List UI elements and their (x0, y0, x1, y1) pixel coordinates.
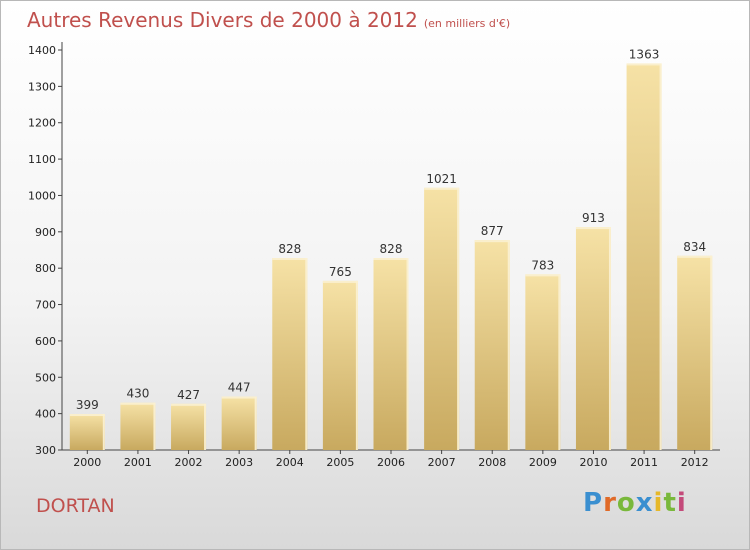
chart-title: Autres Revenus Divers de 2000 à 2012 (en … (27, 8, 510, 32)
value-label: 427 (177, 388, 200, 402)
value-label: 913 (582, 211, 605, 225)
value-label: 399 (76, 398, 99, 412)
y-tick-label: 900 (35, 226, 56, 239)
y-tick-label: 1100 (28, 153, 56, 166)
y-tick-label: 500 (35, 371, 56, 384)
bar-top-highlight (677, 255, 713, 258)
bar-top-highlight (373, 258, 409, 260)
bar (120, 402, 156, 450)
x-tick-label: 2010 (579, 456, 607, 469)
value-label: 1363 (629, 47, 660, 61)
bar-top-highlight (120, 402, 156, 405)
y-tick-label: 300 (35, 444, 56, 457)
value-label: 1021 (426, 172, 457, 186)
y-tick-label: 700 (35, 299, 56, 312)
bar-highlight (102, 414, 105, 450)
x-tick-label: 2003 (225, 456, 253, 469)
x-tick-label: 2002 (175, 456, 203, 469)
bar-highlight (608, 227, 611, 450)
data-labels: 399 430 427 447 828 765 828 1021 877 783 913 1363 83… (76, 47, 706, 412)
value-label: 783 (531, 258, 554, 272)
value-label: 828 (380, 242, 403, 256)
bar-top-highlight (424, 187, 460, 190)
value-label: 834 (683, 240, 706, 254)
y-tick-label: 1400 (28, 44, 56, 57)
proxiti-logo: Proxiti (583, 488, 687, 518)
x-tick-label: 2005 (326, 456, 354, 469)
bar-highlight (355, 280, 358, 450)
bar-top-highlight (221, 396, 257, 399)
y-tick-label: 800 (35, 262, 56, 275)
bar-highlight (659, 63, 662, 451)
bar-highlight (153, 402, 156, 450)
y-tick-label: 400 (35, 408, 56, 421)
bar-highlight (254, 396, 257, 450)
bar-top-highlight (626, 63, 662, 66)
value-label: 765 (329, 265, 352, 279)
bar-top-highlight (69, 414, 105, 416)
x-tick-label: 2006 (377, 456, 405, 469)
x-tick-label: 2001 (124, 456, 152, 469)
value-label: 447 (228, 381, 251, 395)
bars (69, 63, 713, 451)
bar-highlight (204, 403, 207, 450)
bar (474, 240, 510, 450)
bar-highlight (406, 258, 409, 450)
x-tick-label: 2012 (681, 456, 709, 469)
bar-top-highlight (322, 280, 358, 283)
bar-highlight (507, 240, 510, 450)
value-label: 828 (278, 242, 301, 256)
bar (626, 63, 662, 451)
bar-top-highlight (272, 258, 308, 260)
bar (677, 255, 713, 450)
y-tick-label: 1200 (28, 117, 56, 130)
bar (171, 403, 207, 450)
x-tick-label: 2009 (529, 456, 557, 469)
chart-subtitle: (en milliers d'€) (423, 17, 511, 30)
bar-highlight (558, 274, 561, 450)
x-tick-label: 2004 (276, 456, 304, 469)
bar-top-highlight (171, 403, 207, 406)
chart-title-text: Autres Revenus Divers de 2000 à 2012 (27, 8, 418, 32)
value-label: 430 (126, 387, 149, 401)
y-tick-label: 1000 (28, 189, 56, 202)
x-tick-label: 2007 (428, 456, 456, 469)
bar (373, 258, 409, 450)
y-tick-label: 1300 (28, 80, 56, 93)
bar-highlight (305, 258, 308, 450)
bar (322, 280, 358, 450)
bar (69, 414, 105, 450)
location-label: DORTAN (36, 495, 115, 517)
bar-top-highlight (525, 274, 561, 277)
bar (575, 227, 611, 450)
value-label: 877 (481, 224, 504, 238)
bar-highlight (710, 255, 713, 450)
y-tick-label: 600 (35, 335, 56, 348)
bar-highlight (457, 187, 460, 450)
bar-top-highlight (575, 227, 611, 230)
bar (424, 187, 460, 450)
x-tick-label: 2011 (630, 456, 658, 469)
x-tick-label: 2000 (73, 456, 101, 469)
bar (525, 274, 561, 450)
bar (272, 258, 308, 450)
bar (221, 396, 257, 450)
bar-top-highlight (474, 240, 510, 243)
x-tick-label: 2008 (478, 456, 506, 469)
